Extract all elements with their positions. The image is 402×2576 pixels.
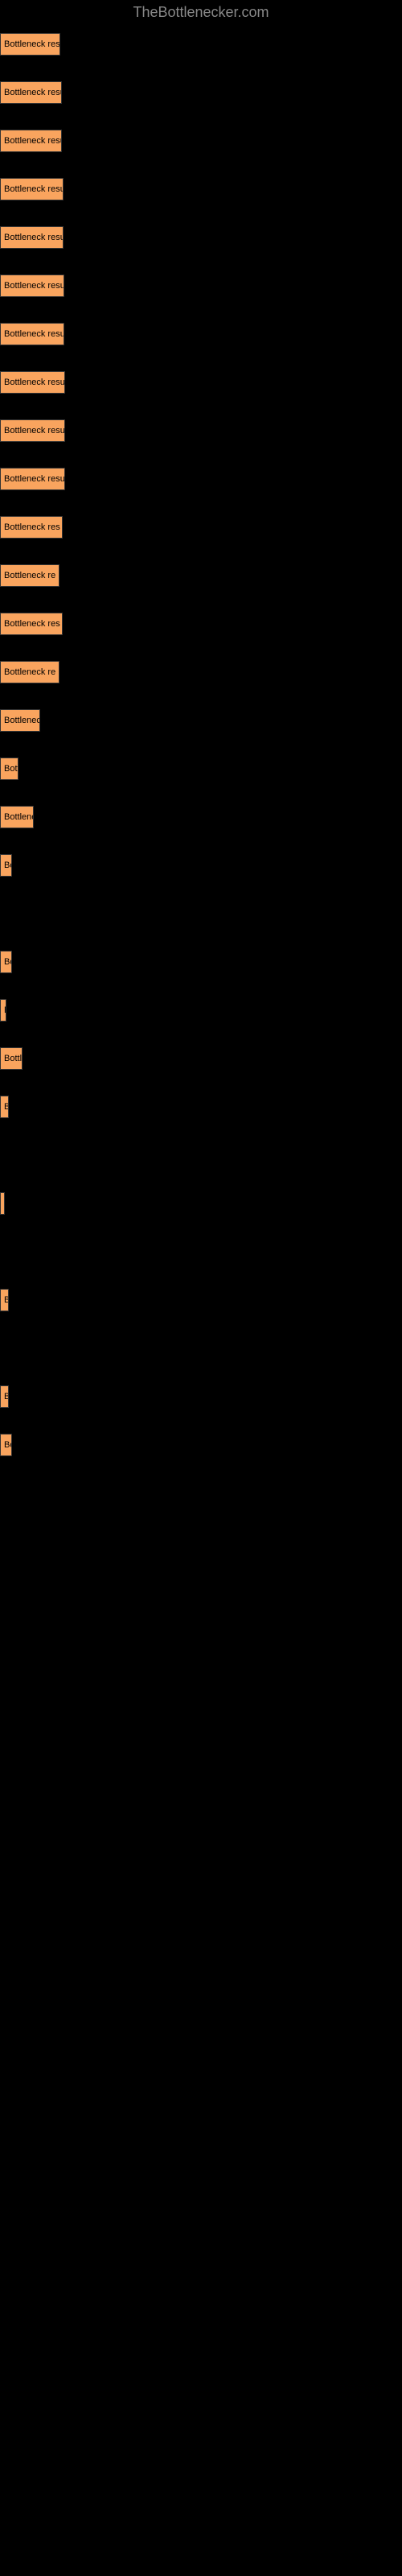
- bar: B: [0, 1289, 9, 1311]
- bar-label: Bo: [4, 957, 11, 967]
- bar: Bottleneck result: [0, 468, 65, 490]
- bar: Bo: [0, 951, 12, 973]
- bar-label: Bottleneck result: [4, 281, 64, 291]
- watermark-text: TheBottlenecker.com: [0, 0, 402, 25]
- bar-row: Bottlene: [0, 806, 402, 828]
- bar: Bottlenec: [0, 709, 40, 732]
- bar-label: B: [4, 1392, 8, 1402]
- bar-label: Bottleneck result: [4, 39, 59, 49]
- bar-row: Bottleneck result: [0, 33, 402, 56]
- bar-row: Bottleneck result: [0, 275, 402, 297]
- bar-row: Bott: [0, 758, 402, 780]
- bar: Bottleneck result: [0, 419, 65, 442]
- bar: B: [0, 999, 6, 1022]
- bar-label: Bottlene: [4, 812, 33, 822]
- bar-row: Bottleneck result: [0, 419, 402, 442]
- bar: Bottlene: [0, 806, 34, 828]
- bar-row: Bottleneck result: [0, 130, 402, 152]
- bar-label: Bott: [4, 764, 18, 774]
- bar-row: Bottleneck result: [0, 226, 402, 249]
- bar-row: B: [0, 1385, 402, 1408]
- bar: Bottleneck result: [0, 178, 64, 200]
- bar-label: B: [4, 1102, 8, 1112]
- bar-row: Bottleneck result: [0, 371, 402, 394]
- bar: Bottleneck result: [0, 33, 60, 56]
- bar: Bottleneck re: [0, 564, 59, 587]
- bar: Bottleneck res: [0, 516, 63, 539]
- bar: Bottleneck result: [0, 130, 62, 152]
- bar-row: B: [0, 1096, 402, 1118]
- bar-row: [0, 1192, 402, 1215]
- bar-label: B: [4, 1295, 8, 1305]
- bar-label: Bottl: [4, 1054, 22, 1063]
- bar: B: [0, 1385, 9, 1408]
- bar-row: B: [0, 1289, 402, 1311]
- bar-row: Bottl: [0, 1047, 402, 1070]
- bar-label: Bottlenec: [4, 716, 39, 725]
- bar: Bottleneck result: [0, 371, 65, 394]
- bar-label: Bottleneck re: [4, 667, 55, 677]
- bar: Bottl: [0, 1047, 23, 1070]
- bar-label: Bottleneck result: [4, 88, 61, 97]
- bar: Bott: [0, 758, 18, 780]
- bar-label: B: [4, 1005, 6, 1015]
- bar-label: Bottleneck result: [4, 474, 64, 484]
- bar-label: Bottleneck res: [4, 522, 60, 532]
- bar: Bottleneck result: [0, 323, 64, 345]
- bar-label: Bo: [4, 861, 11, 870]
- bar: Bo: [0, 854, 12, 877]
- bar-row: Bottleneck result: [0, 178, 402, 200]
- bar: Bottleneck result: [0, 81, 62, 104]
- bar-row: Bottleneck result: [0, 323, 402, 345]
- bar-row: Bottleneck re: [0, 661, 402, 683]
- bar-label: Bo: [4, 1440, 11, 1450]
- bar-label: Bottleneck result: [4, 426, 64, 436]
- bar-row: Bo: [0, 854, 402, 877]
- bar-row: Bottleneck result: [0, 81, 402, 104]
- bar: Bo: [0, 1434, 12, 1456]
- bar-row: Bottleneck result: [0, 468, 402, 490]
- bar: B: [0, 1096, 9, 1118]
- bar-row: Bo: [0, 1434, 402, 1456]
- bar-row: Bottlenec: [0, 709, 402, 732]
- bar-row: Bo: [0, 951, 402, 973]
- bar-label: Bottleneck result: [4, 378, 64, 387]
- bar: Bottleneck res: [0, 613, 63, 635]
- bar-label: Bottleneck result: [4, 329, 64, 339]
- bar: [0, 1192, 5, 1215]
- bar-chart: Bottleneck result Bottleneck result Bottle…: [0, 25, 402, 1490]
- bar-label: Bottleneck res: [4, 619, 60, 629]
- bar: Bottleneck result: [0, 226, 64, 249]
- bar-row: Bottleneck res: [0, 516, 402, 539]
- bar-row: B: [0, 999, 402, 1022]
- bar-label: Bottleneck re: [4, 571, 55, 580]
- bar-row: Bottleneck res: [0, 613, 402, 635]
- bar-label: Bottleneck result: [4, 136, 61, 146]
- bar: Bottleneck re: [0, 661, 59, 683]
- bar: Bottleneck result: [0, 275, 64, 297]
- bar-label: Bottleneck result: [4, 184, 63, 194]
- bar-row: Bottleneck re: [0, 564, 402, 587]
- bar-label: Bottleneck result: [4, 233, 63, 242]
